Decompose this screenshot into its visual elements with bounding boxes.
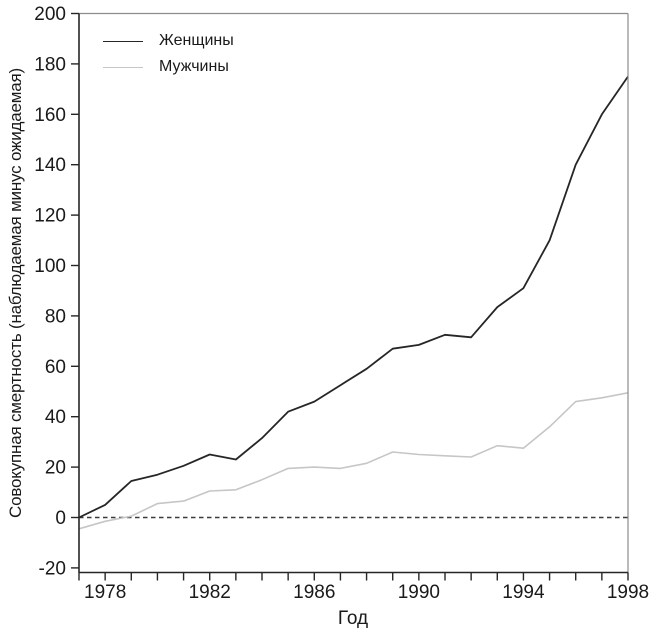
x-tick-label: 1998 bbox=[607, 582, 649, 603]
x-tick-label: 1990 bbox=[398, 582, 440, 603]
series-line-women bbox=[78, 75, 629, 519]
x-axis-title: Год bbox=[337, 608, 369, 629]
series-line-men bbox=[78, 392, 629, 530]
legend-label-women: Женщины bbox=[159, 32, 234, 49]
y-tick-label: 100 bbox=[34, 256, 66, 277]
women-line-sample-icon bbox=[103, 40, 143, 42]
y-tick-label: 180 bbox=[34, 54, 66, 75]
y-tick-label: 120 bbox=[34, 206, 66, 227]
x-tick-label: 1982 bbox=[189, 582, 231, 603]
y-tick-label: -20 bbox=[39, 558, 66, 579]
legend: Женщины Мужчины bbox=[103, 28, 234, 80]
y-tick-label: 200 bbox=[34, 4, 66, 25]
x-tick-label: 1978 bbox=[84, 582, 126, 603]
y-tick-label: 160 bbox=[34, 105, 66, 126]
y-tick-label: 40 bbox=[45, 407, 66, 428]
y-axis-title: Совокупная смертность (наблюдаемая минус… bbox=[6, 68, 25, 518]
y-tick-label: 0 bbox=[55, 508, 66, 529]
legend-item-women: Женщины bbox=[103, 28, 234, 54]
legend-label-men: Мужчины bbox=[159, 58, 229, 75]
y-tick-label: 20 bbox=[45, 458, 66, 479]
y-tick-label: 140 bbox=[34, 155, 66, 176]
x-tick-label: 1994 bbox=[502, 582, 545, 603]
x-tick-label: 1986 bbox=[293, 582, 335, 603]
y-tick-label: 80 bbox=[45, 306, 66, 327]
men-line-sample-icon bbox=[103, 66, 143, 68]
y-tick-label: 60 bbox=[45, 357, 66, 378]
legend-item-men: Мужчины bbox=[103, 54, 234, 80]
